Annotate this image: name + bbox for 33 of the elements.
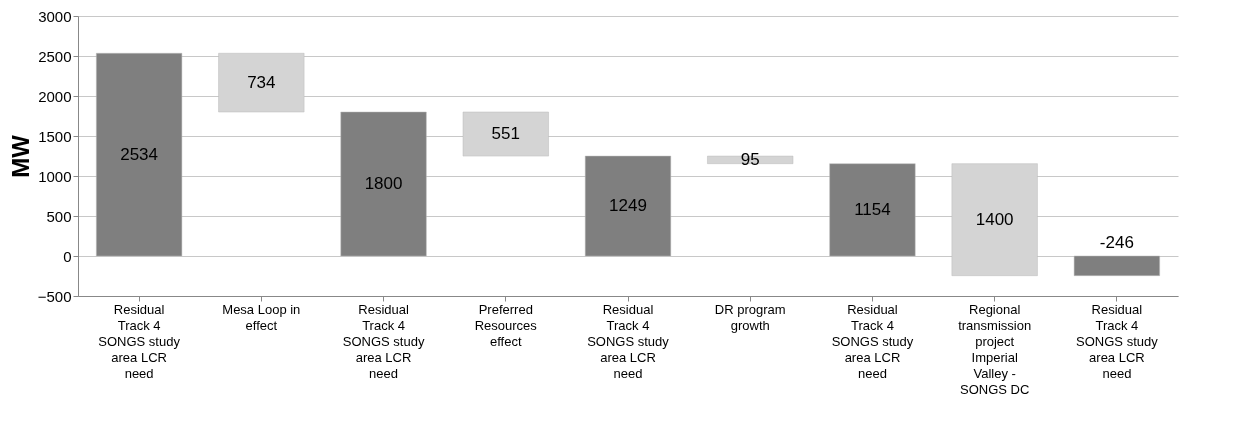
bar [1073,255,1160,276]
data-label: -246 [1099,233,1134,252]
x-tick-label: Residual Track 4 SONGS study area LCR need [1076,301,1159,381]
data-label: 551 [491,124,520,144]
data-label: 1400 [975,209,1014,229]
bar [829,163,916,257]
data-label: 1249 [609,196,647,216]
data-label: 1154 [854,199,891,219]
y-tick-label: 0 [63,247,72,265]
y-axis-title: MW [6,134,34,178]
bar [707,155,794,164]
x-tick-label: Residual Track 4 SONGS study area LCR need [342,301,425,381]
y-tick-label: 2000 [38,87,72,105]
data-label: 1800 [364,174,403,193]
x-tick-label: Residual Track 4 SONGS study area LCR need [831,301,914,381]
y-tick-label: 1000 [38,167,72,185]
bar [340,111,427,257]
data-label: 95 [740,149,760,169]
x-tick-label: DR program growth [714,301,786,333]
y-tick-label: 1500 [38,127,72,145]
data-label: 2534 [120,144,159,164]
x-tick-label: Residual Track 4 SONGS study area LCR need [98,301,181,381]
y-tick-label: 2500 [38,47,72,65]
x-tick-label: Residual Track 4 SONGS study area LCR need [587,301,670,381]
y-tick-label: 500 [46,207,72,225]
data-label: 734 [247,72,276,92]
x-tick-label: Mesa Loop in effect [222,301,301,333]
x-tick-label: Regional transmission project Imperial Valley - SONGS DC [958,301,1032,397]
x-tick-label: Preferred Resources effect [474,301,538,349]
bar [584,155,672,257]
y-tick-label: −500 [37,287,72,305]
bar [96,53,183,257]
y-tick-label: 3000 [38,7,72,25]
